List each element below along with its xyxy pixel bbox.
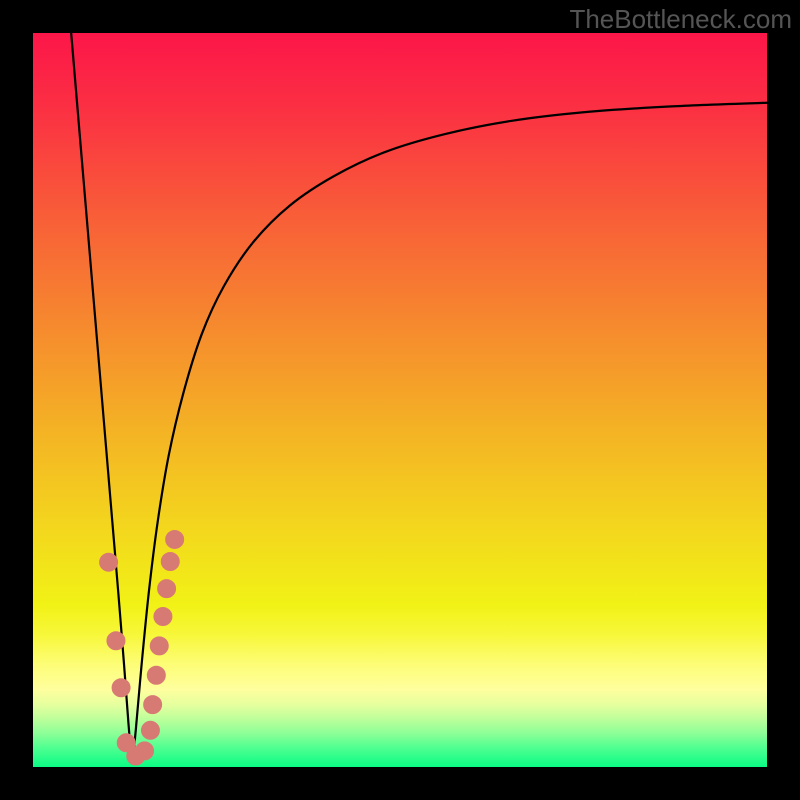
marker-cluster — [100, 530, 184, 765]
marker-dot — [141, 721, 159, 739]
marker-dot — [154, 608, 172, 626]
marker-dot — [150, 637, 168, 655]
marker-dot — [158, 580, 176, 598]
bottleneck-v-curve — [71, 33, 767, 760]
chart-frame: TheBottleneck.com — [0, 0, 800, 800]
marker-dot — [100, 553, 118, 571]
marker-dot — [107, 632, 125, 650]
marker-dot — [161, 552, 179, 570]
plot-area — [33, 33, 767, 767]
marker-dot — [147, 666, 165, 684]
marker-dot — [112, 679, 130, 697]
marker-dot — [144, 696, 162, 714]
marker-dot — [166, 530, 184, 548]
curve-overlay — [33, 33, 767, 767]
marker-dot — [136, 742, 154, 760]
source-watermark: TheBottleneck.com — [569, 4, 792, 35]
